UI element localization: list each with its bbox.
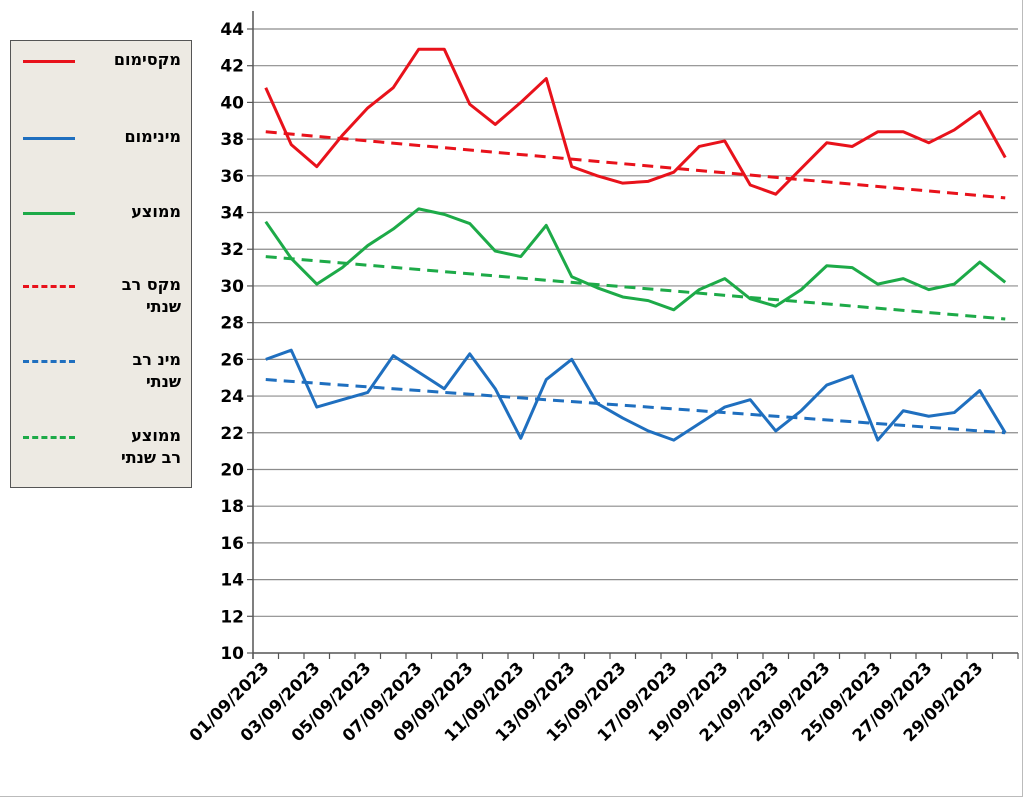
legend-swatch-min-longterm [23,360,75,363]
legend-label-max: מקסימום [113,50,181,69]
legend-label-avg-longterm: ממוצע רב שנתי [81,425,181,469]
series-line-1 [265,348,1007,442]
legend-swatch-max [23,60,75,63]
legend: מקסימום מינימום ממוצע מקס רב שנתי מינ רב… [10,40,192,488]
gridlines [253,28,1018,617]
y-tick-label-28: 28 [220,314,244,334]
legend-label-avg: ממוצע [131,202,181,221]
legend-swatch-min [23,137,75,140]
legend-label-max-longterm: מקס רב שנתי [81,274,181,318]
series-line-5 [265,255,1006,321]
y-tick-label-12: 12 [220,607,244,627]
y-tick-label-36: 36 [220,167,244,187]
y-tick-label-16: 16 [220,534,244,554]
y-tick-label-44: 44 [220,20,244,40]
x-axis: 01/09/202303/09/202305/09/202307/09/2023… [186,652,1019,745]
series-lines [264,47,1007,442]
y-axis: 10 12 14 16 18 20 22 24 26 28 30 32 34 36 38 40 42 44 [220,11,254,664]
legend-label-min-longterm-line1: מינ רב [132,350,182,369]
y-tick-label-26: 26 [220,350,244,370]
y-tick-label-10: 10 [220,644,244,664]
y-tick-label-24: 24 [220,387,244,407]
y-tick-label-18: 18 [220,497,244,517]
y-tick-label-14: 14 [220,571,244,591]
series-line-0 [264,47,1007,196]
y-tick-label-38: 38 [220,130,244,150]
legend-label-min: מינימום [124,127,181,146]
legend-swatch-avg [23,212,75,215]
legend-label-avg-longterm-line2: רב שנתי [121,448,181,467]
y-tick-label-22: 22 [220,424,244,444]
legend-label-min-longterm: מינ רב שנתי [81,349,182,393]
series-line-3 [265,130,1006,200]
y-tick-label-20: 20 [220,460,244,480]
y-tick-label-34: 34 [220,204,244,224]
legend-label-max-longterm-line1: מקס רב [121,275,181,294]
series-line-4 [265,378,1006,435]
legend-label-max-longterm-line2: שנתי [145,297,181,316]
y-tick-label-42: 42 [220,57,244,77]
legend-label-avg-longterm-line1: ממוצע [131,426,181,445]
y-tick-label-40: 40 [220,93,244,113]
y-tick-label-32: 32 [220,240,244,260]
series-line-2 [264,207,1007,312]
y-tick-label-30: 30 [220,277,244,297]
legend-swatch-max-longterm [23,285,75,288]
legend-swatch-avg-longterm [23,436,75,439]
legend-label-min-longterm-line2: שנתי [145,372,181,391]
